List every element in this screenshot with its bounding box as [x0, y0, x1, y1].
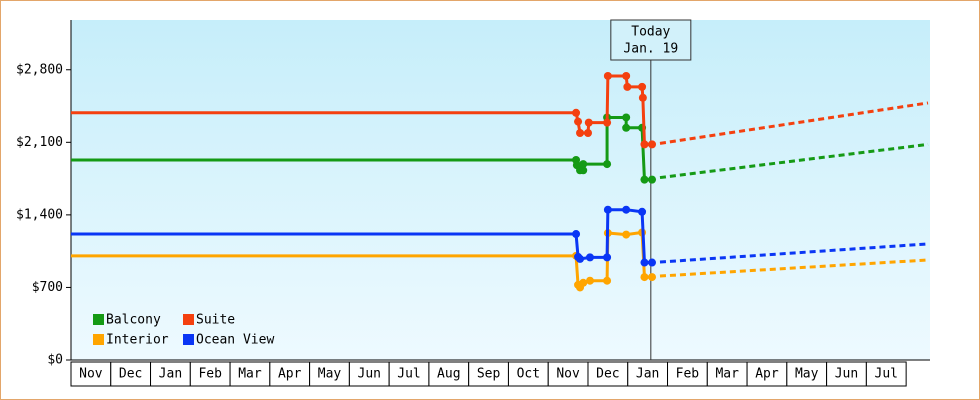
y-tick-label: $2,100: [16, 135, 63, 150]
legend-label: Ocean View: [196, 333, 274, 348]
x-tick-label: Jun: [358, 367, 381, 382]
x-tick-label: Jan: [636, 367, 659, 382]
point: [603, 205, 612, 214]
y-tick-label: $2,800: [16, 62, 63, 77]
x-tick-label: Sep: [477, 367, 501, 382]
x-tick-label: Nov: [556, 367, 580, 382]
point: [622, 205, 631, 214]
x-tick-label: Feb: [676, 367, 700, 382]
point: [572, 108, 581, 117]
point: [638, 82, 647, 91]
point: [622, 123, 631, 132]
x-tick-label: Oct: [517, 367, 540, 382]
point: [648, 258, 657, 267]
month-cell: [746, 361, 788, 387]
point: [603, 71, 612, 80]
point: [640, 175, 649, 184]
point: [584, 118, 593, 127]
month-cell: [110, 361, 152, 387]
point: [603, 253, 612, 262]
legend-label: Balcony: [106, 313, 161, 328]
point: [585, 276, 594, 285]
x-tick-label: May: [795, 367, 819, 382]
point: [579, 166, 588, 175]
point: [623, 82, 632, 91]
month-cell: [706, 361, 748, 387]
month-cell: [826, 361, 867, 387]
point: [576, 128, 585, 137]
legend-swatch: [93, 334, 104, 345]
y-tick-label: $0: [47, 353, 63, 368]
legend-swatch: [93, 314, 104, 325]
point: [638, 93, 647, 102]
point: [638, 207, 647, 216]
y-tick-label: $700: [32, 280, 63, 295]
point: [640, 258, 649, 267]
x-tick-label: Jul: [875, 367, 898, 382]
month-cell: [348, 361, 390, 387]
plot-area: [71, 20, 930, 360]
today-box: [610, 19, 692, 61]
x-tick-label: Apr: [278, 367, 302, 382]
x-tick-label: Jan: [159, 367, 182, 382]
month-cell: [269, 361, 311, 387]
point: [622, 230, 631, 239]
x-tick-label: May: [318, 367, 342, 382]
point: [648, 175, 657, 184]
month-cell: [786, 361, 828, 387]
point: [648, 273, 657, 282]
point: [640, 140, 649, 149]
today-label: Jan. 19: [623, 42, 678, 57]
point: [579, 160, 588, 169]
today-label: Today: [631, 25, 670, 40]
x-tick-label: Jun: [835, 367, 858, 382]
x-tick-label: Apr: [755, 367, 779, 382]
month-cell: [507, 361, 549, 387]
x-tick-label: Dec: [596, 367, 619, 382]
month-cell: [428, 361, 470, 387]
month-cell: [189, 361, 231, 387]
point: [574, 117, 583, 126]
forecast-line: [659, 142, 929, 180]
x-tick-label: Nov: [79, 367, 103, 382]
point: [640, 273, 649, 282]
point: [603, 160, 612, 169]
x-tick-label: Feb: [198, 367, 222, 382]
point: [622, 71, 631, 80]
x-tick-label: Jul: [397, 367, 420, 382]
legend-swatch: [183, 314, 194, 325]
x-tick-label: Mar: [715, 367, 739, 382]
forecast-line: [659, 258, 929, 278]
forecast-line: [659, 242, 929, 264]
legend-swatch: [183, 334, 194, 345]
point: [572, 230, 581, 239]
y-tick-label: $1,400: [16, 207, 63, 222]
legend-label: Suite: [196, 313, 235, 328]
x-tick-label: Dec: [119, 367, 142, 382]
x-tick-label: Mar: [238, 367, 262, 382]
point: [585, 253, 594, 262]
month-cell: [627, 361, 669, 387]
point: [579, 278, 588, 287]
point: [648, 140, 657, 149]
point: [583, 128, 592, 137]
point: [603, 118, 612, 127]
point: [576, 254, 585, 263]
month-cell: [587, 361, 629, 387]
point: [622, 113, 631, 122]
x-tick-label: Aug: [437, 367, 460, 382]
month-cell: [865, 361, 907, 387]
legend-label: Interior: [106, 333, 169, 348]
forecast-line: [659, 101, 929, 145]
point: [603, 276, 612, 285]
